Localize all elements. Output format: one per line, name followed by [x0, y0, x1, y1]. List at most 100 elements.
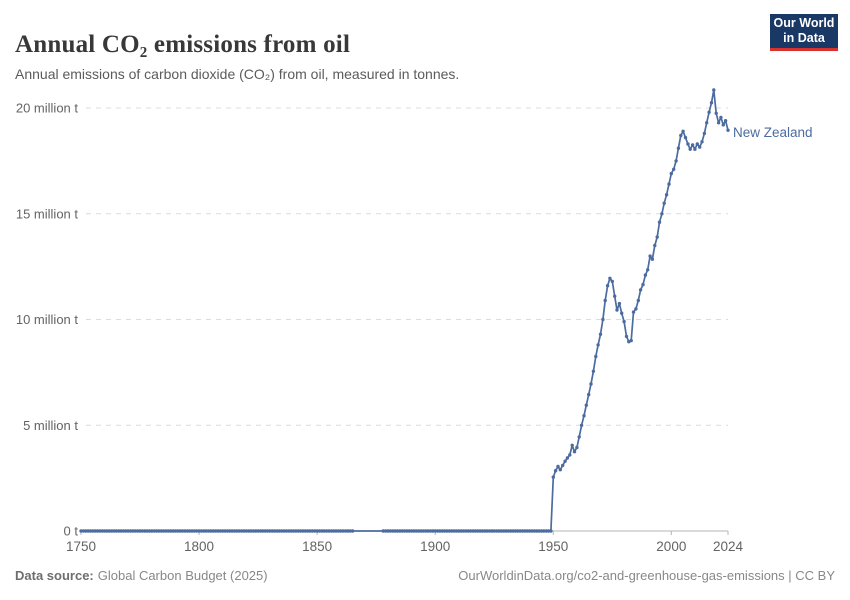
data-point-marker: [275, 529, 279, 533]
chart-footer: Data source: Global Carbon Budget (2025) …: [15, 568, 835, 583]
data-point-marker: [643, 273, 648, 277]
x-tick-label: 2024: [713, 539, 744, 554]
data-point-marker: [705, 121, 709, 125]
data-point-marker: [655, 235, 659, 239]
data-point-marker: [516, 529, 520, 533]
data-source: Data source: Global Carbon Budget (2025): [15, 568, 268, 583]
data-point-marker: [579, 423, 584, 427]
data-point-marker: [603, 298, 607, 303]
data-point-marker: [244, 529, 248, 533]
data-point-marker: [620, 311, 624, 315]
data-point-marker: [695, 142, 699, 146]
data-point-marker: [601, 317, 605, 322]
data-point-marker: [634, 307, 638, 311]
data-point-marker: [473, 529, 477, 533]
data-point-marker: [667, 182, 671, 186]
data-point-marker: [577, 435, 581, 439]
data-point-marker: [223, 529, 227, 533]
data-point-marker: [79, 529, 83, 533]
data-point-marker: [506, 529, 511, 533]
data-point-marker: [660, 212, 664, 216]
data-point-marker: [284, 529, 289, 533]
x-tick-label: 1900: [420, 539, 450, 554]
data-point-marker: [433, 529, 437, 533]
data-point-marker: [187, 529, 192, 533]
data-point-marker: [605, 284, 610, 288]
data-point-marker: [438, 529, 442, 533]
data-point-marker: [641, 282, 645, 287]
data-point-marker: [339, 529, 343, 533]
data-point-marker: [646, 268, 650, 272]
data-point-marker: [383, 529, 388, 533]
data-point-marker: [315, 529, 319, 533]
data-point-marker: [412, 529, 416, 533]
data-point-marker: [565, 456, 570, 460]
cc-by-link[interactable]: OurWorldinData.org/co2-and-greenhouse-ga…: [458, 568, 835, 583]
data-point-marker: [563, 459, 567, 463]
y-tick-label: 15 million t: [16, 206, 79, 221]
data-point-marker: [249, 529, 253, 533]
data-point-marker: [454, 529, 459, 533]
data-point-marker: [553, 469, 558, 473]
data-point-marker: [662, 201, 666, 205]
owid-logo[interactable]: Our World in Data: [770, 14, 838, 51]
data-point-marker: [298, 529, 303, 533]
data-point-marker: [608, 276, 612, 280]
emissions-line-series[interactable]: [79, 88, 730, 533]
data-point-marker: [719, 115, 723, 120]
data-point-marker: [199, 529, 204, 533]
data-point-marker: [346, 529, 350, 533]
x-axis: 1750 1800 1850 1900 1950 2000 2024: [66, 530, 744, 554]
data-point-marker: [442, 529, 447, 533]
emissions-line[interactable]: [81, 89, 729, 532]
data-point-marker: [523, 529, 527, 533]
data-point-marker: [114, 529, 119, 533]
data-point-marker: [235, 529, 239, 533]
data-point-marker: [518, 529, 522, 533]
data-point-marker: [138, 529, 142, 533]
page-title: Annual CO₂ emissions from oil: [15, 30, 351, 58]
data-point-marker: [468, 529, 473, 533]
data-point-marker: [169, 529, 173, 533]
data-point-marker: [461, 529, 466, 533]
data-point-marker: [157, 529, 161, 533]
data-point-marker: [676, 146, 681, 150]
data-point-marker: [681, 129, 685, 133]
data-point-marker: [341, 529, 345, 533]
x-tick-label: 1750: [66, 539, 96, 554]
data-point-marker: [561, 463, 565, 468]
data-point-marker: [261, 529, 265, 533]
y-tick-label: 5 million t: [23, 418, 78, 433]
data-point-marker: [594, 354, 598, 359]
x-tick-label: 2000: [656, 539, 686, 554]
data-point-marker: [487, 529, 492, 533]
data-point-marker: [480, 529, 485, 533]
data-point-marker: [615, 308, 619, 312]
data-point-marker: [291, 529, 296, 533]
data-point-marker: [709, 101, 714, 105]
data-point-marker: [716, 121, 721, 125]
data-point-marker: [280, 529, 284, 533]
data-point-marker: [712, 88, 716, 92]
data-point-marker: [570, 443, 574, 447]
data-point-marker: [95, 529, 100, 533]
data-point-marker: [598, 332, 603, 336]
data-point-marker: [211, 529, 215, 533]
data-point-marker: [310, 529, 315, 533]
data-point-marker: [180, 529, 185, 533]
data-point-marker: [133, 529, 137, 533]
data-point-marker: [527, 529, 532, 533]
data-point-marker: [91, 529, 95, 533]
data-point-marker: [329, 529, 333, 533]
data-point-marker: [575, 445, 579, 450]
data-point-marker: [308, 529, 312, 533]
data-point-marker: [582, 414, 586, 418]
data-point-marker: [494, 529, 499, 533]
data-point-marker: [653, 243, 657, 248]
data-point-marker: [686, 142, 690, 146]
y-tick-label: 20 million t: [16, 101, 79, 116]
data-point-marker: [395, 529, 400, 533]
data-point-marker: [176, 529, 180, 533]
